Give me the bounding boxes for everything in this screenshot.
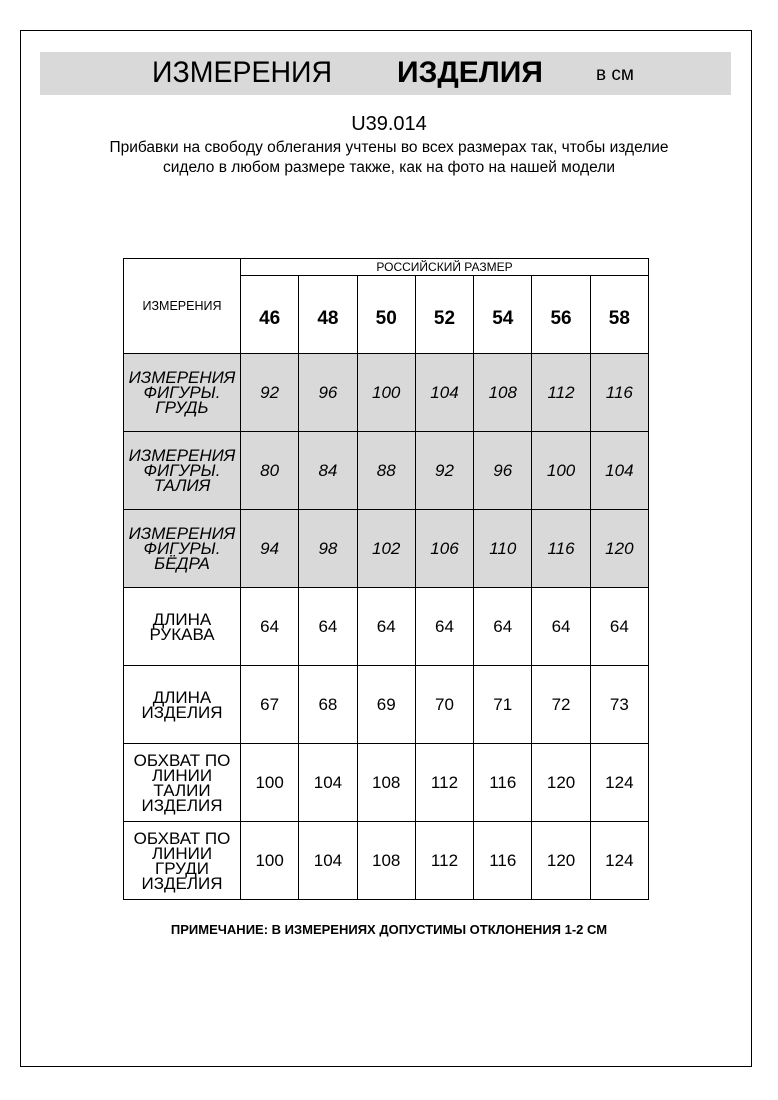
table-cell: 116 — [473, 821, 533, 900]
table-cell: 68 — [298, 665, 358, 744]
table-cell: 124 — [589, 821, 650, 900]
size-header: 48 — [298, 275, 358, 354]
page-frame — [20, 30, 752, 1067]
table-cell: 112 — [414, 821, 475, 900]
table-cell: 100 — [356, 353, 416, 432]
table-cell: 108 — [356, 821, 416, 900]
table-cell: 64 — [531, 587, 591, 666]
table-cell: 64 — [589, 587, 650, 666]
table-row: ДЛИНА ИЗДЕЛИЯ 67 68 69 70 71 72 73 — [123, 665, 650, 744]
table-cell: 84 — [298, 431, 358, 510]
table-cell: 112 — [414, 743, 475, 822]
table-cell: 104 — [414, 353, 475, 432]
group-label: РОССИЙСКИЙ РАЗМЕР — [240, 258, 649, 276]
table-cell: 124 — [589, 743, 650, 822]
table-row: ИЗМЕРЕНИЯ ФИГУРЫ. ТАЛИЯ 80 84 88 92 96 100 104 — [123, 431, 650, 510]
row-label: ДЛИНА РУКАВА — [123, 587, 241, 666]
table-cell: 104 — [589, 431, 650, 510]
size-header: 46 — [239, 275, 300, 354]
table-cell: 69 — [356, 665, 416, 744]
table-cell: 70 — [414, 665, 475, 744]
table-cell: 96 — [473, 431, 533, 510]
size-header: 50 — [356, 275, 416, 354]
table-row: ИЗМЕРЕНИЯ ФИГУРЫ. ГРУДЬ 92 96 100 104 108 112 1… — [123, 353, 650, 432]
table-cell: 64 — [298, 587, 358, 666]
row-label: ДЛИНА ИЗДЕЛИЯ — [123, 665, 241, 744]
table-cell: 100 — [239, 821, 300, 900]
size-header: 58 — [589, 275, 650, 354]
table-cell: 64 — [356, 587, 416, 666]
table-cell: 104 — [298, 821, 358, 900]
table-cell: 64 — [414, 587, 475, 666]
note: ПРИМЕЧАНИЕ: В ИЗМЕРЕНИЯХ ДОПУСТИМЫ ОТКЛО… — [170, 922, 608, 937]
size-header: 54 — [473, 275, 533, 354]
table-cell: 80 — [239, 431, 300, 510]
row-label: ОБХВАТ ПО ЛИНИИ ГРУДИ ИЗДЕЛИЯ — [123, 821, 241, 900]
table-cell: 100 — [239, 743, 300, 822]
table-cell: 73 — [589, 665, 650, 744]
size-header: 52 — [414, 275, 475, 354]
table-cell: 112 — [531, 353, 591, 432]
table-cell: 92 — [239, 353, 300, 432]
product-code: U39.014 — [351, 113, 427, 135]
table-cell: 120 — [589, 509, 650, 588]
table-cell: 108 — [473, 353, 533, 432]
title-regular: ИЗМЕРЕНИЯ — [152, 56, 333, 89]
table-cell: 104 — [298, 743, 358, 822]
table-cell: 102 — [356, 509, 416, 588]
row-label: ИЗМЕРЕНИЯ ФИГУРЫ. ГРУДЬ — [123, 353, 241, 432]
table-row: ОБХВАТ ПО ЛИНИИ ТАЛИИ ИЗДЕЛИЯ 100 104 108 11… — [123, 743, 650, 822]
row-label: ИЗМЕРЕНИЯ ФИГУРЫ. ТАЛИЯ — [123, 431, 241, 510]
table-cell: 100 — [531, 431, 591, 510]
table-cell: 120 — [531, 743, 591, 822]
table-cell: 116 — [473, 743, 533, 822]
title-band — [40, 52, 731, 95]
table-cell: 64 — [473, 587, 533, 666]
table-cell: 64 — [239, 587, 300, 666]
corner-label: ИЗМЕРЕНИЯ — [123, 258, 241, 354]
table-cell: 72 — [531, 665, 591, 744]
size-table: ИЗМЕРЕНИЯ РОССИЙСКИЙ РАЗМЕР 46 48 50 52 54 56… — [123, 258, 650, 900]
table-row: ДЛИНА РУКАВА 64 64 64 64 64 64 64 — [123, 587, 650, 666]
table-row: ИЗМЕРЕНИЯ ФИГУРЫ. БЁДРА 94 98 102 106 110 116 1… — [123, 509, 650, 588]
table-cell: 67 — [239, 665, 300, 744]
table-cell: 98 — [298, 509, 358, 588]
table-cell: 110 — [473, 509, 533, 588]
row-label: ОБХВАТ ПО ЛИНИИ ТАЛИИ ИЗДЕЛИЯ — [123, 743, 241, 822]
table-cell: 116 — [531, 509, 591, 588]
size-header: 56 — [531, 275, 591, 354]
table-cell: 88 — [356, 431, 416, 510]
title-unit: в см — [596, 64, 634, 85]
table-cell: 108 — [356, 743, 416, 822]
table-cell: 71 — [473, 665, 533, 744]
table-cell: 96 — [298, 353, 358, 432]
table-cell: 106 — [414, 509, 475, 588]
row-label: ИЗМЕРЕНИЯ ФИГУРЫ. БЁДРА — [123, 509, 241, 588]
table-cell: 92 — [414, 431, 475, 510]
description: Прибавки на свободу облегания учтены во … — [109, 139, 669, 176]
table-cell: 116 — [589, 353, 650, 432]
table-cell: 120 — [531, 821, 591, 900]
table-cell: 94 — [239, 509, 300, 588]
table-row: ОБХВАТ ПО ЛИНИИ ГРУДИ ИЗДЕЛИЯ 100 104 108 11… — [123, 821, 650, 900]
title-bold: ИЗДЕЛИЯ — [397, 56, 543, 89]
